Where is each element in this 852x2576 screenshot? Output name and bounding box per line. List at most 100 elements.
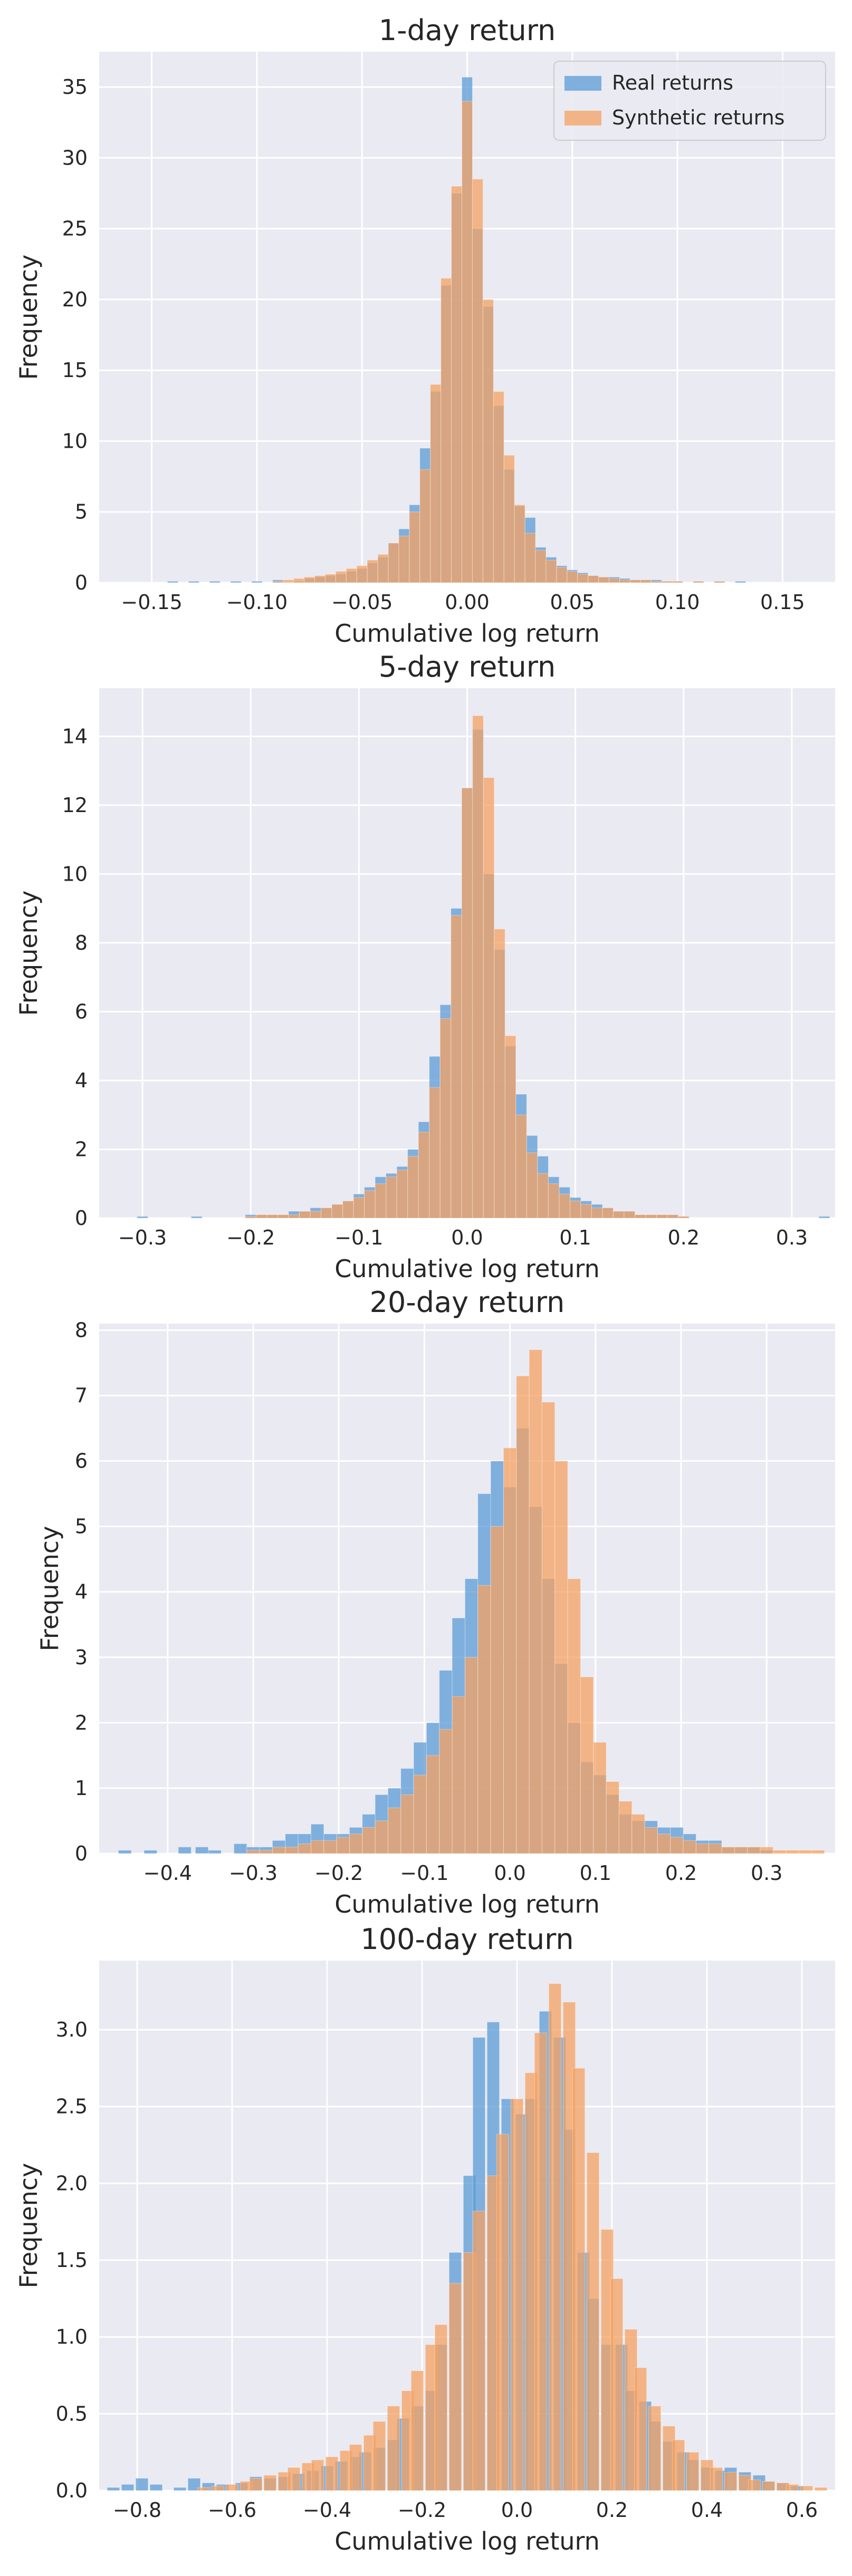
synthetic-returns-bar <box>335 571 347 583</box>
panel-1: 5-day return −0.3 −0.2 −0.1 0.0 0.1 0.2 0.3 0 2 4 6… <box>14 650 835 1283</box>
real-returns-bar <box>137 1216 148 1218</box>
y-axis-label: Frequency <box>14 891 43 1016</box>
real-returns-bar <box>251 581 263 583</box>
panel-0: 1-day return −0.15 −0.10 −0.05 0.00 0.05 0.10 0… <box>14 14 835 648</box>
synthetic-returns-bar <box>324 574 336 583</box>
x-tick-label: 0.0 <box>451 1226 483 1249</box>
synthetic-returns-bar <box>314 575 326 583</box>
synthetic-returns-bar <box>567 571 578 583</box>
y-tick-label: 0 <box>75 1207 88 1230</box>
synthetic-returns-bar <box>483 777 495 1218</box>
synthetic-returns-bar <box>648 2406 662 2491</box>
synthetic-returns-bar <box>249 2478 263 2491</box>
synthetic-returns-bar <box>372 2421 386 2491</box>
x-tick-label: −0.05 <box>331 591 393 614</box>
synthetic-returns-bar <box>667 1214 679 1218</box>
synthetic-returns-bar <box>496 2134 510 2491</box>
synthetic-returns-bar <box>548 1983 562 2491</box>
synthetic-returns-bar <box>375 1183 387 1218</box>
synthetic-returns-bar <box>798 1850 812 1854</box>
synthetic-returns-bar <box>430 384 442 583</box>
y-tick-label: 14 <box>62 725 88 748</box>
synthetic-returns-bar <box>426 1755 440 1854</box>
synthetic-returns-bar <box>529 1349 542 1854</box>
x-tick-label: −0.8 <box>113 2498 161 2522</box>
synthetic-returns-bar <box>554 1461 568 1854</box>
synthetic-returns-bar <box>246 1850 260 1854</box>
bars <box>167 76 746 583</box>
synthetic-returns-bar <box>683 1840 696 1854</box>
synthetic-returns-bar <box>514 504 525 583</box>
x-axis-label: Cumulative log return <box>334 619 600 648</box>
synthetic-returns-bar <box>631 1814 645 1854</box>
synthetic-returns-bar <box>418 1132 430 1218</box>
synthetic-returns-bar <box>762 2481 776 2491</box>
synthetic-returns-bar <box>353 1197 365 1218</box>
synthetic-returns-bar <box>448 2283 462 2491</box>
x-tick-label: 0.00 <box>445 591 490 614</box>
y-tick-label: 0.5 <box>56 2402 88 2425</box>
synthetic-returns-bar <box>656 1214 668 1218</box>
synthetic-returns-bar <box>556 566 568 583</box>
y-axis-label: Frequency <box>14 255 43 380</box>
synthetic-returns-bar <box>439 1729 453 1854</box>
synthetic-returns-bar <box>272 581 284 583</box>
synthetic-returns-bar <box>609 578 620 583</box>
synthetic-returns-bar <box>580 1676 594 1854</box>
real-returns-bar <box>230 581 242 583</box>
synthetic-returns-bar <box>695 1843 710 1854</box>
real-returns-bar <box>178 1847 192 1854</box>
synthetic-returns-bar <box>259 1850 273 1854</box>
x-tick-label: 0.6 <box>786 2498 818 2522</box>
legend-label-synthetic: Synthetic returns <box>612 106 784 129</box>
x-tick-label: −0.6 <box>208 2498 256 2522</box>
synthetic-returns-bar <box>410 2370 424 2491</box>
synthetic-returns-bar <box>477 1585 491 1854</box>
synthetic-returns-bar <box>462 101 473 583</box>
synthetic-returns-bar <box>541 1402 556 1854</box>
real-returns-bar <box>143 1850 157 1854</box>
synthetic-returns-bar <box>503 455 515 583</box>
synthetic-returns-bar <box>634 2367 647 2491</box>
synthetic-returns-bar <box>310 1840 324 1854</box>
legend-swatch-synthetic <box>564 111 601 126</box>
synthetic-returns-bar <box>634 1214 646 1218</box>
x-tick-label: 0.0 <box>494 1861 525 1885</box>
synthetic-returns-bar <box>602 1207 614 1218</box>
synthetic-returns-bar <box>734 1847 748 1854</box>
bars <box>137 715 830 1218</box>
y-tick-label: 7 <box>75 1384 88 1407</box>
synthetic-returns-bar <box>569 1200 581 1218</box>
synthetic-returns-bar <box>645 1214 657 1218</box>
synthetic-returns-bar <box>367 559 378 583</box>
chart-title: 5-day return <box>379 650 556 683</box>
synthetic-returns-bar <box>266 1214 278 1218</box>
synthetic-returns-bar <box>503 1448 517 1854</box>
synthetic-returns-bar <box>434 2324 448 2491</box>
synthetic-returns-bar <box>572 2068 586 2491</box>
x-tick-label: 0.2 <box>665 1861 697 1885</box>
synthetic-returns-bar <box>472 2211 486 2491</box>
y-tick-label: 10 <box>62 429 88 452</box>
synthetic-returns-bar <box>591 1207 603 1218</box>
synthetic-returns-bar <box>472 715 484 1218</box>
synthetic-returns-bar <box>586 2152 600 2491</box>
synthetic-returns-bar <box>299 1211 311 1218</box>
synthetic-returns-bar <box>593 1742 607 1854</box>
synthetic-returns-bar <box>293 578 305 583</box>
synthetic-returns-bar <box>619 580 630 583</box>
y-tick-label: 0 <box>75 1842 88 1865</box>
synthetic-returns-bar <box>559 1193 570 1218</box>
synthetic-returns-bar <box>714 581 725 583</box>
y-axis-label: Frequency <box>14 2163 43 2289</box>
synthetic-returns-bar <box>386 1176 397 1218</box>
real-returns-bar <box>107 2487 120 2491</box>
y-tick-label: 4 <box>75 1069 88 1092</box>
synthetic-returns-bar <box>321 1207 332 1218</box>
x-tick-label: −0.2 <box>226 1226 275 1249</box>
legend-label-real: Real returns <box>612 71 733 94</box>
x-tick-label: 0.4 <box>691 2498 723 2522</box>
synthetic-returns-bar <box>304 576 315 583</box>
synthetic-returns-bar <box>748 2479 761 2491</box>
